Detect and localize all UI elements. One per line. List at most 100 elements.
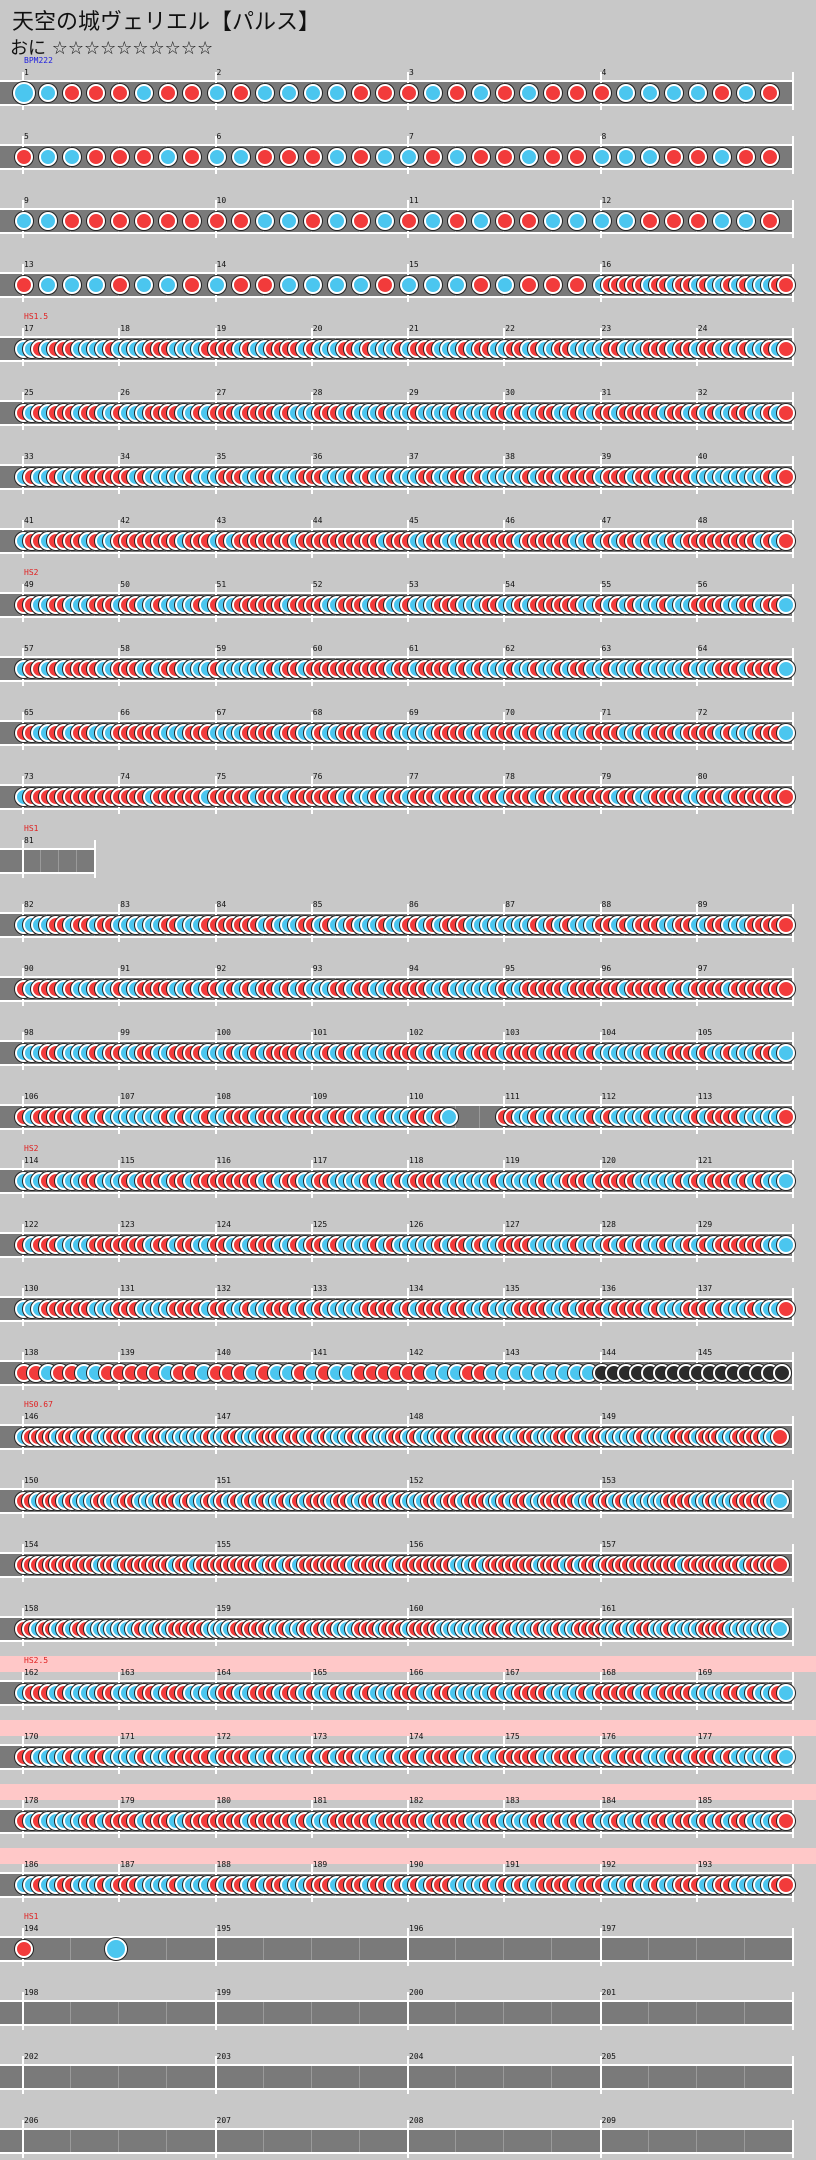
don-note: [592, 84, 611, 102]
measure-number: 91: [120, 964, 130, 973]
measure-barline: [792, 2120, 794, 2158]
beat-line: [358, 2002, 360, 2024]
beat-line: [479, 1106, 481, 1128]
don-note: [544, 84, 563, 102]
measure-number: 104: [601, 1028, 616, 1037]
measure-number: 80: [697, 772, 708, 781]
measure-barline: [792, 1992, 794, 2030]
measure-number: 169: [697, 1668, 713, 1677]
measure-number: 43: [216, 516, 227, 525]
don-note: [776, 1876, 795, 1894]
don-note: [111, 84, 130, 102]
ka-note: [736, 212, 755, 230]
measure-number: 193: [697, 1860, 713, 1869]
measure-barline: [792, 2056, 794, 2094]
measure-number: 114: [24, 1156, 39, 1165]
ka-note: [375, 212, 394, 230]
ka-note: [568, 212, 587, 230]
don-note: [255, 276, 274, 294]
measure-number: 58: [120, 644, 130, 653]
ka-note: [664, 84, 683, 102]
measure-number: 115: [120, 1156, 135, 1165]
measure-number: 177: [697, 1732, 713, 1741]
measure-number: 21: [409, 324, 419, 333]
measure-number: 94: [409, 964, 419, 973]
measure-number: 176: [601, 1732, 616, 1741]
beat-line: [262, 2066, 264, 2088]
ka-note: [159, 276, 178, 294]
don-note: [568, 148, 587, 166]
beat-line: [358, 2066, 360, 2088]
don-note: [400, 212, 418, 230]
measure-number: 86: [409, 900, 419, 909]
don-note: [568, 276, 587, 294]
measure-number: 66: [120, 708, 130, 717]
beat-line: [455, 2002, 457, 2024]
don-note: [520, 276, 539, 294]
don-note: [135, 148, 154, 166]
measure-number: 112: [601, 1092, 616, 1101]
ka-note: [135, 84, 154, 102]
measure-barline: [792, 1480, 794, 1518]
ka-note: [616, 84, 635, 102]
beat-line: [310, 2130, 312, 2152]
measure-barline: [599, 2056, 602, 2094]
chart-row: 106 107 108 109 110 111 112 113: [0, 1068, 816, 1134]
measure-number: 146: [24, 1412, 39, 1421]
measure-number: 181: [312, 1796, 328, 1805]
measure-number: 179: [120, 1796, 135, 1805]
chart-row: HS1.5 17 18 19 20 21 22 23 24: [0, 300, 816, 366]
measure-number: 170: [24, 1732, 39, 1741]
measure-number: 140: [216, 1348, 231, 1357]
beat-line: [647, 2066, 649, 2088]
drumroll-note: [772, 1364, 791, 1382]
beat-line: [551, 1938, 553, 1960]
measure-number: 124: [216, 1220, 231, 1229]
measure-number: 69: [409, 708, 419, 717]
measure-number: 161: [601, 1604, 616, 1613]
chart-row: HS2.5 162 163 164 165 166 167 168 169: [0, 1644, 816, 1710]
don-note: [183, 84, 202, 102]
measure-number: 191: [505, 1860, 520, 1869]
beat-line: [58, 850, 59, 872]
chart-row: 90 91 92 93 94 95 96 97: [0, 940, 816, 1006]
don-note: [688, 148, 707, 166]
beat-line: [70, 2002, 72, 2024]
don-note: [664, 212, 683, 230]
beat-line: [455, 2130, 457, 2152]
measure-number: 98: [24, 1028, 34, 1037]
ka-note: [496, 276, 515, 294]
measure-barline: [599, 2120, 602, 2158]
measure-barline: [407, 2056, 409, 2094]
chart-row: HS1 194 195 196 197: [0, 1900, 816, 1966]
chart-row: 178 179 180 181 182 183 184 185: [0, 1772, 816, 1838]
measure-number: 152: [409, 1476, 424, 1485]
measure-barline: [22, 840, 24, 878]
measure-number: 168: [601, 1668, 616, 1677]
don-note: [279, 148, 298, 166]
don-note: [496, 212, 515, 230]
chart-row: 186 187 188 189 190 191 192 193: [0, 1836, 816, 1902]
don-note: [87, 148, 106, 166]
beat-line: [695, 2130, 697, 2152]
don-note: [15, 276, 33, 294]
measure-number: 110: [409, 1092, 424, 1101]
ka-note: [616, 212, 635, 230]
don-note: [15, 1940, 33, 1958]
difficulty-stars: おに ☆☆☆☆☆☆☆☆☆☆: [10, 38, 214, 59]
don-note: [496, 148, 515, 166]
don-note: [135, 212, 154, 230]
measure-barline: [792, 200, 794, 238]
measure-number: 149: [601, 1412, 616, 1421]
ka-note: [279, 276, 298, 294]
measure-number: 188: [216, 1860, 231, 1869]
measure-number: 175: [505, 1732, 520, 1741]
ka-note: [776, 1684, 795, 1702]
tempo-event: HS1.5: [24, 312, 49, 321]
don-note: [159, 212, 178, 230]
ka-note: [424, 212, 443, 230]
measure-number: 201: [601, 1988, 616, 1997]
measure-number: 198: [24, 1988, 39, 1997]
chart-row: 170 171 172 173 174 175 176 177: [0, 1708, 816, 1774]
measure-number: 92: [216, 964, 227, 973]
